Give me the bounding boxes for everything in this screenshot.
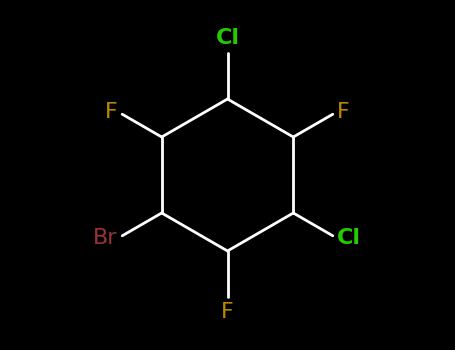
Text: Cl: Cl bbox=[216, 28, 239, 48]
Text: F: F bbox=[337, 102, 350, 122]
Text: F: F bbox=[221, 302, 234, 322]
Text: F: F bbox=[105, 102, 118, 122]
Text: Cl: Cl bbox=[337, 228, 361, 248]
Text: Br: Br bbox=[93, 228, 118, 248]
